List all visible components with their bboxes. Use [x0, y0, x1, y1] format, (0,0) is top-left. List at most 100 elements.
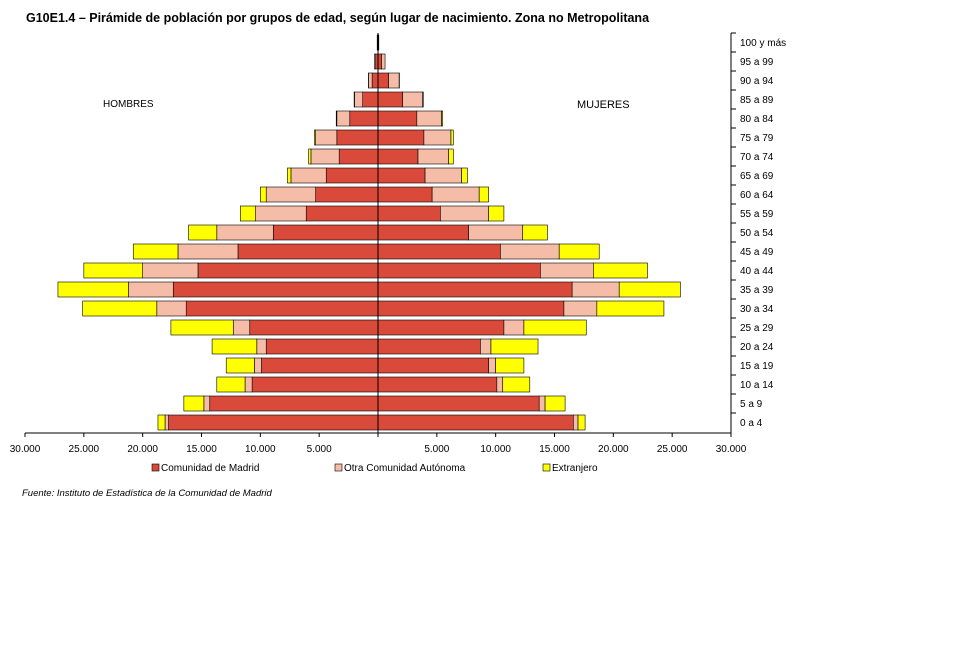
bar-mujeres-3-4	[495, 357, 525, 374]
bar-hombres-2-13	[265, 186, 316, 203]
bar-mujeres-1-1	[377, 414, 574, 431]
bar-hombres-3-11	[188, 224, 218, 241]
bar-mujeres-2-4	[488, 357, 496, 374]
category-label: 100 y más	[740, 38, 786, 49]
side-label-mujeres: MUJERES	[577, 99, 630, 111]
bar-mujeres-2-16	[423, 129, 452, 146]
bar-mujeres-1-17	[377, 110, 418, 127]
bar-hombres-2-19	[368, 72, 373, 89]
bar-hombres-1-6	[249, 319, 379, 336]
category-label: 50 a 54	[740, 228, 774, 239]
bar-mujeres-3-16	[450, 129, 454, 146]
category-label: 45 a 49	[740, 247, 774, 258]
legend-label: Comunidad de Madrid	[161, 463, 259, 474]
category-label: 20 a 24	[740, 342, 774, 353]
bar-mujeres-2-7	[563, 300, 598, 317]
bar-mujeres-1-4	[377, 357, 489, 374]
bar-mujeres-1-16	[377, 129, 425, 146]
bar-hombres-1-13	[315, 186, 379, 203]
bar-hombres-1-4	[261, 357, 379, 374]
bar-mujeres-3-18	[422, 91, 424, 108]
bar-hombres-2-17	[336, 110, 351, 127]
bar-mujeres-1-2	[377, 395, 540, 412]
bar-mujeres-1-9	[377, 262, 541, 279]
x-tick-label: 15.000	[539, 444, 570, 455]
bar-hombres-2-18	[354, 91, 364, 108]
bar-mujeres-3-5	[490, 338, 539, 355]
bars-group	[57, 33, 681, 433]
bar-hombres-3-17	[335, 110, 338, 127]
bar-mujeres-2-12	[440, 205, 489, 222]
x-tick-label: 15.000	[186, 444, 217, 455]
bar-hombres-2-6	[232, 319, 251, 336]
bar-mujeres-2-13	[431, 186, 480, 203]
bar-hombres-3-10	[132, 243, 179, 260]
bar-hombres-2-10	[177, 243, 239, 260]
category-label: 70 a 74	[740, 152, 774, 163]
bar-hombres-2-11	[216, 224, 274, 241]
bar-mujeres-3-1	[577, 414, 586, 431]
x-tick-label: 20.000	[598, 444, 629, 455]
bar-hombres-3-2	[183, 395, 205, 412]
bar-hombres-3-12	[240, 205, 256, 222]
bar-hombres-1-12	[305, 205, 379, 222]
bar-hombres-3-15	[308, 148, 312, 165]
bar-hombres-2-2	[203, 395, 211, 412]
bar-mujeres-1-5	[377, 338, 481, 355]
bar-mujeres-2-3	[496, 376, 504, 393]
bar-mujeres-3-3	[502, 376, 531, 393]
bar-mujeres-1-10	[377, 243, 501, 260]
bar-hombres-1-10	[237, 243, 379, 260]
bar-hombres-2-16	[315, 129, 338, 146]
bar-hombres-1-15	[338, 148, 379, 165]
bar-mujeres-1-3	[377, 376, 498, 393]
bar-mujeres-3-9	[593, 262, 648, 279]
category-label: 90 a 94	[740, 76, 774, 87]
legend-label: Extranjero	[552, 463, 598, 474]
x-tick-label: 25.000	[69, 444, 100, 455]
bar-hombres-1-3	[251, 376, 379, 393]
bar-mujeres-2-10	[500, 243, 560, 260]
bar-mujeres-3-11	[522, 224, 548, 241]
bar-hombres-1-8	[172, 281, 379, 298]
bar-mujeres-1-13	[377, 186, 433, 203]
bar-hombres-1-7	[185, 300, 379, 317]
bar-hombres-2-1	[164, 414, 169, 431]
bar-mujeres-2-18	[402, 91, 424, 108]
category-label: 25 a 29	[740, 323, 774, 334]
bar-hombres-1-16	[336, 129, 379, 146]
bar-hombres-1-1	[168, 414, 379, 431]
bar-mujeres-1-20	[377, 53, 382, 70]
bar-mujeres-2-11	[468, 224, 524, 241]
bar-hombres-2-12	[255, 205, 307, 222]
bar-hombres-3-3	[216, 376, 246, 393]
category-label: 40 a 44	[740, 266, 774, 277]
bar-mujeres-2-6	[503, 319, 525, 336]
bar-hombres-2-15	[310, 148, 340, 165]
bar-hombres-3-1	[157, 414, 166, 431]
bar-hombres-3-4	[225, 357, 255, 374]
x-tick-label: 10.000	[245, 444, 276, 455]
category-label: 10 a 14	[740, 380, 774, 391]
bar-hombres-3-13	[260, 186, 267, 203]
bar-mujeres-1-18	[377, 91, 404, 108]
bar-mujeres-3-12	[488, 205, 505, 222]
bar-mujeres-3-15	[448, 148, 454, 165]
category-label: 30 a 34	[740, 304, 774, 315]
bar-hombres-3-5	[211, 338, 258, 355]
bar-mujeres-2-15	[417, 148, 449, 165]
bar-hombres-2-9	[142, 262, 199, 279]
x-ticks-group: 30.000 25.000 20.000 15.000 10.000 5.000 5.000…	[10, 433, 747, 455]
bar-mujeres-2-5	[480, 338, 492, 355]
bar-mujeres-1-11	[377, 224, 469, 241]
bar-mujeres-2-9	[540, 262, 594, 279]
bar-hombres-3-14	[287, 167, 292, 184]
bar-hombres-1-9	[197, 262, 379, 279]
bar-hombres-1-14	[325, 167, 379, 184]
bar-mujeres-3-2	[544, 395, 566, 412]
side-label-hombres: HOMBRES	[103, 99, 154, 110]
category-label: 35 a 39	[740, 285, 774, 296]
bar-mujeres-1-12	[377, 205, 441, 222]
bar-hombres-2-8	[128, 281, 174, 298]
